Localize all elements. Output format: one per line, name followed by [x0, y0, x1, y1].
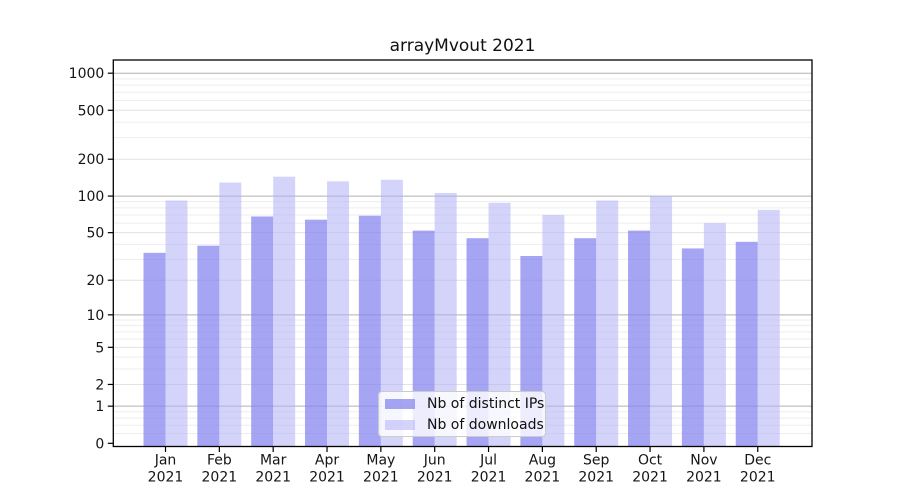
legend-swatch-downloads [385, 419, 415, 430]
y-tick-label-500: 500 [78, 103, 105, 119]
y-tick-label-10: 10 [86, 308, 104, 324]
y-tick-label-2: 2 [95, 377, 104, 393]
y-tick-label-50: 50 [86, 226, 104, 242]
bar-downloads-mar [273, 176, 296, 447]
x-tick-label-dec: Dec 2021 [740, 453, 776, 486]
bar-downloads-apr [327, 181, 350, 447]
bar-downloads-feb [219, 182, 242, 447]
y-tick-label-0: 0 [95, 436, 104, 452]
y-tick-label-100: 100 [78, 189, 105, 205]
legend-item-distinct-ips: Nb of distinct IPs [385, 396, 544, 412]
bar-distinct-ips-jan [143, 252, 166, 447]
x-tick-label-jun: Jun 2021 [417, 453, 453, 486]
x-tick-label-may: May 2021 [363, 453, 399, 486]
y-tick-label-1000: 1000 [69, 66, 105, 82]
bar-distinct-ips-mar [251, 216, 274, 447]
bar-distinct-ips-feb [197, 245, 220, 447]
bar-downloads-nov [703, 223, 726, 447]
x-tick-label-mar: Mar 2021 [255, 453, 291, 486]
bar-distinct-ips-may [358, 215, 381, 447]
legend-swatch-distinct-ips [385, 398, 415, 409]
legend-box: Nb of distinct IPs Nb of downloads [378, 391, 546, 437]
bar-downloads-jan [165, 200, 188, 447]
chart-title: arrayMvout 2021 [389, 36, 536, 56]
bar-distinct-ips-apr [305, 219, 328, 447]
y-tick-label-1: 1 [95, 399, 104, 415]
y-tick-label-200: 200 [78, 152, 105, 168]
bar-downloads-sep [596, 200, 619, 447]
bar-downloads-jul [488, 202, 511, 447]
bar-distinct-ips-dec [735, 241, 758, 447]
x-tick-label-jul: Jul 2021 [471, 453, 507, 486]
bar-distinct-ips-nov [681, 248, 704, 447]
x-tick-label-aug: Aug 2021 [525, 453, 561, 486]
legend-label-distinct-ips: Nb of distinct IPs [427, 395, 545, 412]
y-tick-label-5: 5 [95, 340, 104, 356]
bar-downloads-jun [434, 192, 457, 447]
legend-label-downloads: Nb of downloads [427, 416, 544, 433]
x-tick-label-feb: Feb 2021 [202, 453, 238, 486]
y-tick-label-20: 20 [86, 273, 104, 289]
x-tick-label-nov: Nov 2021 [686, 453, 722, 486]
bar-downloads-may [380, 179, 403, 447]
x-tick-label-jan: Jan 2021 [148, 453, 184, 486]
x-tick-label-sep: Sep 2021 [578, 453, 614, 486]
bar-distinct-ips-sep [574, 238, 597, 447]
plot-border [112, 59, 813, 448]
bar-downloads-oct [650, 196, 673, 447]
legend-item-downloads: Nb of downloads [385, 417, 544, 433]
x-tick-label-oct: Oct 2021 [632, 453, 668, 486]
bar-downloads-aug [542, 214, 565, 447]
bar-downloads-dec [757, 209, 780, 447]
x-tick-label-apr: Apr 2021 [309, 453, 345, 486]
bar-distinct-ips-oct [628, 230, 651, 447]
